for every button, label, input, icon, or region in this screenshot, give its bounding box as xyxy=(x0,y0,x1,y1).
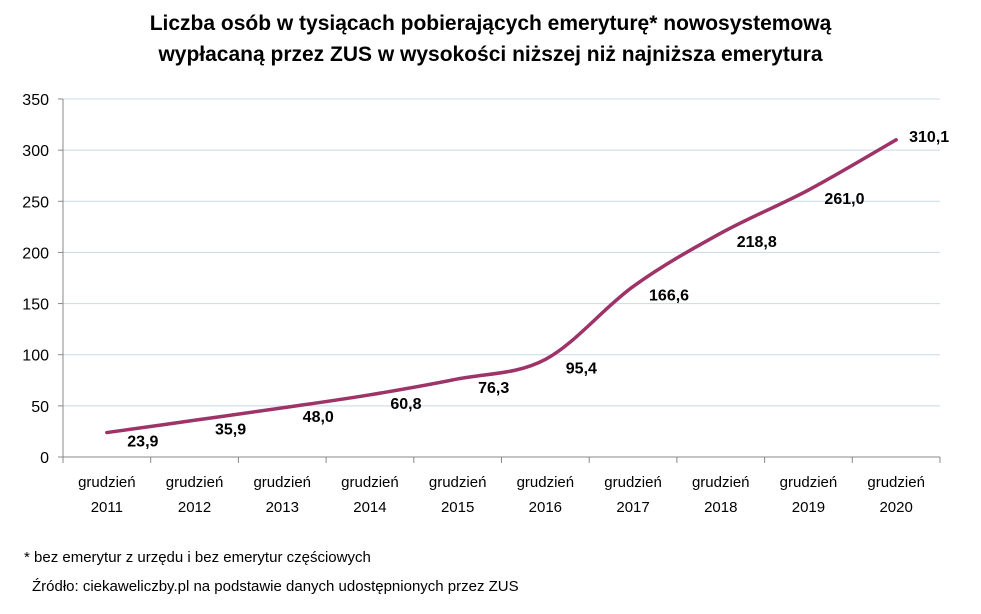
x-tick-label-year: 2017 xyxy=(616,499,649,516)
x-tick-label-year: 2015 xyxy=(441,499,474,516)
x-tick-label-month: grudzień xyxy=(253,474,311,491)
x-tick-label-year: 2013 xyxy=(266,499,299,516)
y-tick-label: 350 xyxy=(22,92,49,109)
x-tick-label-year: 2014 xyxy=(353,499,386,516)
x-tick-label-month: grudzień xyxy=(78,474,136,491)
x-tick-label-month: grudzień xyxy=(429,474,487,491)
x-tick-label-year: 2019 xyxy=(792,499,825,516)
x-tick-label-month: grudzień xyxy=(692,474,750,491)
chart-title-line-1: Liczba osób w tysiącach pobierających em… xyxy=(149,12,832,35)
x-tick-label-year: 2011 xyxy=(91,499,123,516)
y-tick-label: 200 xyxy=(22,245,49,262)
data-label: 310,1 xyxy=(909,129,949,146)
x-tick-label-month: grudzień xyxy=(604,474,662,491)
chart-title-line-2: wypłacaną przez ZUS w wysokości niższej … xyxy=(158,43,823,66)
data-label: 35,9 xyxy=(215,421,246,438)
y-tick-label: 50 xyxy=(31,399,49,416)
x-tick-label-month: grudzień xyxy=(166,474,224,491)
data-label: 23,9 xyxy=(127,434,158,451)
data-label: 60,8 xyxy=(390,396,421,413)
data-label: 48,0 xyxy=(303,409,334,426)
x-tick-label-month: grudzień xyxy=(867,474,925,491)
data-label: 218,8 xyxy=(737,234,777,251)
y-tick-label: 100 xyxy=(22,348,49,365)
data-label: 261,0 xyxy=(824,191,864,208)
x-tick-label-month: grudzień xyxy=(517,474,575,491)
y-tick-label: 250 xyxy=(22,194,49,211)
x-tick-label-month: grudzień xyxy=(780,474,838,491)
data-label: 76,3 xyxy=(478,380,509,397)
data-series-line xyxy=(105,138,898,435)
x-tick-label-year: 2012 xyxy=(178,499,211,516)
y-tick-label: 150 xyxy=(22,297,49,314)
y-tick-label: 0 xyxy=(40,450,49,467)
x-tick-label-year: 2016 xyxy=(529,499,562,516)
x-tick-label-month: grudzień xyxy=(341,474,399,491)
data-label: 95,4 xyxy=(566,360,597,377)
chart-title: Liczba osób w tysiącach pobierających em… xyxy=(0,8,981,70)
x-tick-label-year: 2020 xyxy=(879,499,912,516)
source-note: Źródło: ciekaweliczby.pl na podstawie da… xyxy=(32,578,519,595)
data-label: 166,6 xyxy=(649,288,689,305)
footnote: * bez emerytur z urzędu i bez emerytur c… xyxy=(24,549,371,566)
y-tick-label: 300 xyxy=(22,143,49,160)
x-tick-label-year: 2018 xyxy=(704,499,737,516)
